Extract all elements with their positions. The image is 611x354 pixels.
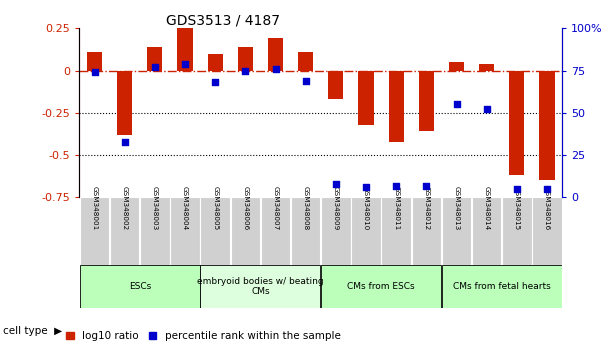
Bar [298, 52, 313, 70]
Text: GSM348012: GSM348012 [423, 185, 430, 230]
Bar [147, 47, 163, 70]
Text: GDS3513 / 4187: GDS3513 / 4187 [166, 13, 280, 27]
Text: cell type  ▶: cell type ▶ [3, 326, 62, 336]
Text: GSM348010: GSM348010 [363, 185, 369, 230]
Bar [177, 28, 192, 70]
Text: GSM348005: GSM348005 [212, 185, 218, 230]
Bar [79, 265, 200, 308]
Point [391, 183, 401, 188]
Text: GSM348001: GSM348001 [92, 185, 98, 230]
Bar [321, 197, 351, 265]
Text: CMs from ESCs: CMs from ESCs [347, 282, 415, 291]
Point [331, 181, 341, 187]
Point [542, 186, 552, 192]
Bar [412, 197, 441, 265]
Point [180, 61, 190, 67]
Text: GSM348014: GSM348014 [484, 185, 489, 230]
Point [120, 139, 130, 144]
Bar [389, 70, 404, 142]
Bar [230, 197, 260, 265]
Bar [449, 62, 464, 70]
Bar [532, 197, 562, 265]
Text: CMs from fetal hearts: CMs from fetal hearts [453, 282, 551, 291]
Text: ESCs: ESCs [129, 282, 151, 291]
Bar [79, 197, 109, 265]
Point [482, 107, 492, 112]
Bar [200, 265, 321, 308]
Point [452, 102, 461, 107]
Text: GSM348011: GSM348011 [393, 185, 399, 230]
Point [271, 66, 280, 72]
Bar [472, 197, 502, 265]
Bar [208, 54, 223, 70]
Text: GSM348016: GSM348016 [544, 185, 550, 230]
Bar [359, 70, 373, 125]
Text: GSM348004: GSM348004 [182, 185, 188, 230]
Text: GSM348013: GSM348013 [453, 185, 459, 230]
Point [361, 184, 371, 190]
Text: GSM348002: GSM348002 [122, 185, 128, 230]
Point [422, 183, 431, 188]
Bar [419, 70, 434, 131]
Point [150, 64, 159, 70]
Bar [510, 70, 524, 175]
Text: GSM348009: GSM348009 [333, 185, 339, 230]
Bar [238, 47, 253, 70]
Text: GSM348003: GSM348003 [152, 185, 158, 230]
Point [301, 78, 310, 84]
Bar [502, 197, 532, 265]
Bar [110, 197, 139, 265]
Bar [351, 197, 381, 265]
Text: GSM348006: GSM348006 [243, 185, 248, 230]
Text: GSM348007: GSM348007 [273, 185, 279, 230]
Bar [200, 197, 230, 265]
Bar [170, 197, 200, 265]
Bar [140, 197, 170, 265]
Text: GSM348008: GSM348008 [302, 185, 309, 230]
Text: GSM348015: GSM348015 [514, 185, 520, 230]
Bar [291, 197, 321, 265]
Bar [479, 64, 494, 70]
Point [210, 80, 220, 85]
Bar [442, 265, 562, 308]
Point [90, 69, 100, 75]
Bar [87, 52, 102, 70]
Bar [268, 39, 283, 70]
Bar [117, 70, 132, 135]
Bar [442, 197, 471, 265]
Bar [261, 197, 290, 265]
Point [512, 186, 522, 192]
Legend: log10 ratio, percentile rank within the sample: log10 ratio, percentile rank within the … [67, 331, 340, 341]
Bar [540, 70, 555, 181]
Text: embryoid bodies w/ beating
CMs: embryoid bodies w/ beating CMs [197, 277, 324, 296]
Bar [321, 265, 441, 308]
Bar [381, 197, 411, 265]
Bar [328, 70, 343, 99]
Point [241, 68, 251, 73]
